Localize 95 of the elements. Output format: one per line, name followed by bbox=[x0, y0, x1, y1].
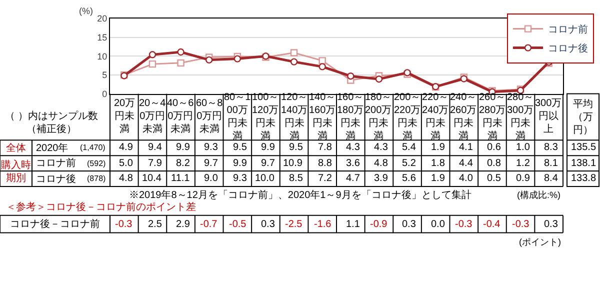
text: 8.3 bbox=[544, 142, 558, 153]
text: 4.9 bbox=[119, 142, 133, 153]
text: 1.0 bbox=[516, 142, 530, 153]
text: 5.2 bbox=[402, 158, 416, 169]
text: 9.0 bbox=[204, 173, 218, 184]
text: 0.3 bbox=[261, 219, 275, 230]
text: 1.2 bbox=[516, 158, 530, 169]
text: 平均（万円） bbox=[573, 98, 593, 136]
y-tick-label: 15 bbox=[97, 32, 108, 42]
text: 1.1 bbox=[346, 219, 360, 230]
legend-label: コロナ後 bbox=[548, 42, 588, 55]
text: 9.7 bbox=[261, 158, 275, 169]
text: 購入時期別 bbox=[1, 159, 31, 184]
text: 0.8 bbox=[487, 158, 501, 169]
x-tick-label: 20万円未満 bbox=[114, 98, 136, 135]
text: -0.3 bbox=[512, 219, 530, 230]
text: ※2019年8～12月を「コロナ前」、2020年1～9月を「コロナ後」として集計 bbox=[129, 189, 472, 201]
text: 9.9 bbox=[176, 142, 190, 153]
text: 7.8 bbox=[318, 142, 332, 153]
text: 4.8 bbox=[119, 173, 133, 184]
text: 5.6 bbox=[402, 173, 416, 184]
text: 9.5 bbox=[233, 142, 247, 153]
x-tick-label: 20～40万円未満 bbox=[139, 98, 166, 135]
text: 4.3 bbox=[346, 142, 360, 153]
text: 4.7 bbox=[346, 173, 360, 184]
text: 9.7 bbox=[204, 158, 218, 169]
text: 9.4 bbox=[148, 142, 162, 153]
text: 0.3 bbox=[402, 219, 416, 230]
text: (ポイント) bbox=[519, 237, 561, 247]
y-tick-label: 5 bbox=[102, 70, 108, 80]
x-tick-label: 300万円以上 bbox=[535, 98, 562, 135]
text: 8.4 bbox=[544, 173, 558, 184]
text: 9.3 bbox=[233, 173, 247, 184]
text: 8.1 bbox=[544, 158, 558, 169]
text: 0.0 bbox=[431, 219, 445, 230]
text: -0.4 bbox=[483, 219, 500, 230]
x-tick-label: 60～80万円未満 bbox=[196, 98, 224, 135]
text: 2.5 bbox=[148, 219, 162, 230]
text: 0.9 bbox=[516, 173, 530, 184]
text: -0.7 bbox=[200, 219, 218, 230]
text: (878) bbox=[87, 174, 106, 183]
text: 138.1 bbox=[571, 158, 596, 169]
text: 4.4 bbox=[459, 158, 473, 169]
y-tick-label: 0 bbox=[102, 88, 108, 99]
text: 11.1 bbox=[171, 173, 190, 184]
text: 1.9 bbox=[431, 173, 445, 184]
text: 9.9 bbox=[261, 142, 275, 153]
text: (構成比:%) bbox=[517, 190, 560, 200]
text: (592) bbox=[87, 159, 106, 168]
text: 5.0 bbox=[119, 158, 133, 169]
y-tick-label: 10 bbox=[97, 51, 108, 62]
text: 0.5 bbox=[487, 173, 501, 184]
text: コロナ後 bbox=[36, 173, 76, 185]
text: -0.5 bbox=[229, 219, 246, 230]
text: 7.9 bbox=[148, 158, 162, 169]
text: 全体 bbox=[6, 142, 26, 154]
text: 1.9 bbox=[431, 142, 445, 153]
text: 4.3 bbox=[374, 142, 388, 153]
text: 2.9 bbox=[176, 219, 190, 230]
text: 2020年 bbox=[36, 142, 68, 154]
text: 4.1 bbox=[459, 142, 473, 153]
text: コロナ後－コロナ前 bbox=[10, 218, 100, 230]
text: 9.5 bbox=[289, 142, 303, 153]
text: 4.8 bbox=[374, 158, 388, 169]
text: 3.9 bbox=[374, 173, 388, 184]
text: 9.9 bbox=[233, 158, 247, 169]
text: 7.2 bbox=[318, 173, 332, 184]
y-axis-title: (%) bbox=[79, 6, 93, 16]
text: 3.6 bbox=[346, 158, 360, 169]
text: （ ）内はサンプル数（補正後） bbox=[5, 110, 98, 135]
text: 135.5 bbox=[571, 142, 596, 153]
text: -2.5 bbox=[285, 219, 302, 230]
text: 133.8 bbox=[571, 173, 596, 184]
text: 8.5 bbox=[289, 173, 303, 184]
text: ＜参考＞コロナ後－コロナ前のポイント差 bbox=[6, 201, 196, 213]
text: 10.4 bbox=[142, 173, 162, 184]
text: -0.3 bbox=[455, 219, 472, 230]
text: 4.0 bbox=[459, 173, 473, 184]
legend-label: コロナ前 bbox=[548, 24, 588, 36]
text: 0.3 bbox=[544, 219, 558, 230]
text: -0.3 bbox=[115, 219, 132, 230]
text: -1.6 bbox=[314, 219, 332, 230]
text: 10.0 bbox=[255, 173, 274, 184]
y-tick-label: 20 bbox=[97, 14, 108, 24]
text: 0.6 bbox=[487, 142, 501, 153]
text: 9.3 bbox=[204, 142, 218, 153]
text: コロナ前 bbox=[36, 157, 76, 169]
text: 1.8 bbox=[431, 158, 445, 169]
x-tick-label: 40～60万円未満 bbox=[167, 98, 194, 135]
text: 10.9 bbox=[283, 158, 302, 169]
text: 8.2 bbox=[176, 158, 190, 169]
text: 8.8 bbox=[318, 158, 332, 169]
text: -0.9 bbox=[370, 219, 388, 230]
text: 5.4 bbox=[402, 142, 416, 153]
text: (1,470) bbox=[80, 143, 106, 152]
